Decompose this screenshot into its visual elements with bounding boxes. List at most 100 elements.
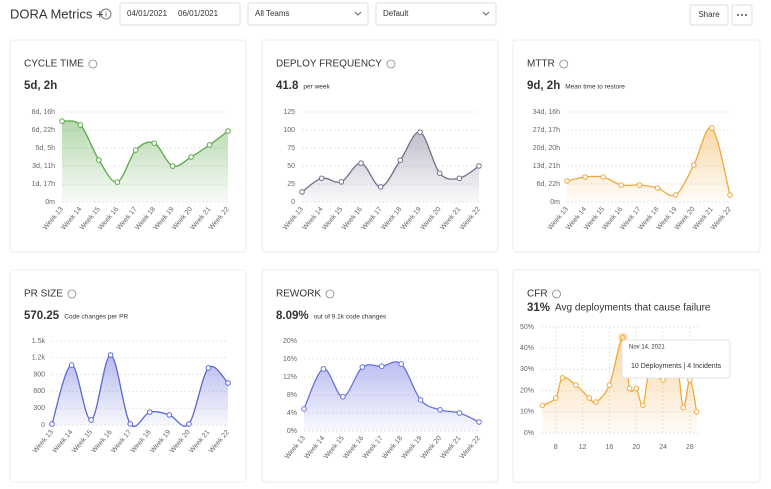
y-tick-label: 600 xyxy=(33,388,45,395)
point xyxy=(132,147,139,153)
point xyxy=(377,184,384,190)
y-tick-label: 20% xyxy=(283,338,297,345)
point xyxy=(301,406,307,412)
point xyxy=(378,363,385,370)
y-tick-label: 8% xyxy=(287,392,297,399)
point xyxy=(397,157,404,164)
point xyxy=(49,421,55,427)
point xyxy=(618,182,625,188)
point xyxy=(166,412,173,418)
view-dropdown[interactable] xyxy=(375,2,497,26)
point xyxy=(398,361,405,367)
point xyxy=(709,125,715,131)
point xyxy=(582,174,588,180)
point xyxy=(476,163,482,169)
point xyxy=(573,382,579,388)
card-subtitle: out of 9.1k code changes xyxy=(314,314,387,321)
info-icon[interactable] xyxy=(100,8,112,20)
card-value: 41.8 xyxy=(276,80,299,92)
y-tick-label: 0 xyxy=(41,422,45,429)
point xyxy=(436,170,443,176)
point xyxy=(188,154,194,160)
point xyxy=(88,417,94,423)
point xyxy=(59,118,65,124)
info-icon xyxy=(325,289,335,299)
x-tick-label: 8 xyxy=(554,444,558,451)
point xyxy=(114,179,121,185)
point xyxy=(151,140,158,146)
point xyxy=(456,175,463,182)
card-title: CFR xyxy=(527,289,548,300)
point xyxy=(77,122,84,128)
point xyxy=(206,142,213,148)
y-tick-label: 900 xyxy=(33,371,45,378)
area xyxy=(567,127,730,202)
y-tick-label: 0m xyxy=(45,199,55,206)
info-icon xyxy=(386,59,396,69)
team-dropdown[interactable] xyxy=(247,2,369,26)
point xyxy=(680,404,687,411)
y-tick-label: 0% xyxy=(287,428,297,435)
card-subtitle: Avg deployments that cause failure xyxy=(555,303,711,314)
y-tick-label: 40% xyxy=(520,345,534,352)
view-value: Default xyxy=(383,9,409,18)
y-tick-label: 20% xyxy=(520,387,534,394)
info-icon xyxy=(552,289,561,299)
date-range[interactable] xyxy=(119,2,241,26)
x-tick-label: 28 xyxy=(686,444,694,451)
y-tick-label: 6d, 22h xyxy=(32,127,55,134)
point xyxy=(476,419,482,425)
info-i: i xyxy=(105,11,107,18)
y-tick-label: 125 xyxy=(283,109,295,116)
y-tick-label: 25 xyxy=(287,181,295,188)
share-button[interactable] xyxy=(689,4,729,26)
x-tick-label: 24 xyxy=(659,444,667,451)
card xyxy=(261,39,499,253)
y-tick-label: 1d, 17h xyxy=(32,181,55,188)
card-title: CYCLE TIME xyxy=(24,59,84,70)
y-tick-label: 5d, 5h xyxy=(36,145,56,152)
point xyxy=(338,179,345,185)
point xyxy=(358,160,364,166)
tooltip-text: 10 Deployments | 4 Incidents xyxy=(631,363,722,370)
card-value: 570.25 xyxy=(24,310,60,322)
card-value: 5d, 2h xyxy=(24,80,57,92)
card-title: DEPLOY FREQUENCY xyxy=(276,59,382,70)
point xyxy=(586,395,593,401)
line xyxy=(61,120,229,183)
area xyxy=(62,120,228,202)
point xyxy=(225,380,231,386)
y-tick-label: 12% xyxy=(283,374,297,381)
point xyxy=(340,394,346,400)
y-tick-label: 0 xyxy=(291,199,295,206)
x-tick-label: 16 xyxy=(606,444,614,451)
y-tick-label: 6d, 22h xyxy=(537,181,560,188)
date-to: 06/01/2021 xyxy=(178,9,219,18)
chevron xyxy=(354,11,362,16)
more-dots xyxy=(737,14,747,16)
y-tick-label: 30% xyxy=(520,366,534,373)
point xyxy=(640,402,646,409)
card-title: REWORK xyxy=(276,289,321,300)
point xyxy=(654,185,661,191)
point xyxy=(672,192,679,198)
line xyxy=(51,354,229,427)
info-icon xyxy=(67,289,77,299)
card-title: PR SIZE xyxy=(24,289,63,300)
point xyxy=(626,385,633,392)
point xyxy=(169,163,176,169)
y-tick-label: 13d, 21h xyxy=(533,163,560,170)
card-value: 31% xyxy=(527,302,550,314)
card-subtitle: Code changes per PR xyxy=(64,314,128,321)
point xyxy=(636,182,643,188)
card-value: 9d, 2h xyxy=(527,80,560,92)
y-tick-label: 1.2k xyxy=(32,355,46,362)
card xyxy=(9,269,247,483)
tooltip-box xyxy=(621,339,731,379)
point xyxy=(68,362,75,368)
point xyxy=(127,421,134,427)
date-from: 04/01/2021 xyxy=(127,9,168,18)
y-tick-label: 20d, 20h xyxy=(533,145,560,152)
y-tick-label: 3d, 11h xyxy=(32,163,55,170)
point xyxy=(299,189,305,195)
